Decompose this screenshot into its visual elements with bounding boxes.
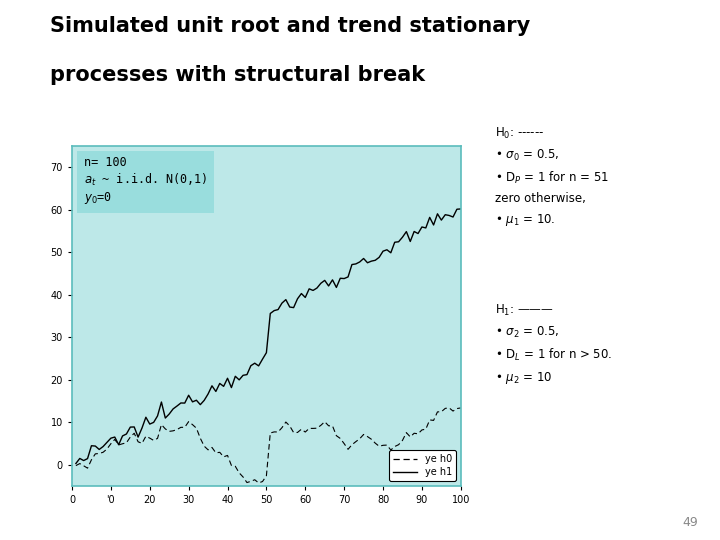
- Text: n= 100
$\mathit{a}_t$ ~ i.i.d. N(0,1)
$y_0$=0: n= 100 $\mathit{a}_t$ ~ i.i.d. N(0,1) $y…: [84, 156, 207, 206]
- Text: H$_1$: ———
• $\sigma_2$ = 0.5,
• D$_L$ = 1 for n > 50.
• $\mu_2$ = 10: H$_1$: ——— • $\sigma_2$ = 0.5, • D$_L$ =…: [495, 303, 613, 386]
- Text: Simulated unit root and trend stationary: Simulated unit root and trend stationary: [50, 16, 531, 36]
- Text: processes with structural break: processes with structural break: [50, 65, 426, 85]
- Legend: ye h0, ye h1: ye h0, ye h1: [389, 450, 456, 481]
- Text: 49: 49: [683, 516, 698, 529]
- Text: H$_0$: ------
• $\sigma_0$ = 0.5,
• D$_P$ = 1 for n = 51
zero otherwise,
• $\mu_: H$_0$: ------ • $\sigma_0$ = 0.5, • D$_P…: [495, 126, 610, 228]
